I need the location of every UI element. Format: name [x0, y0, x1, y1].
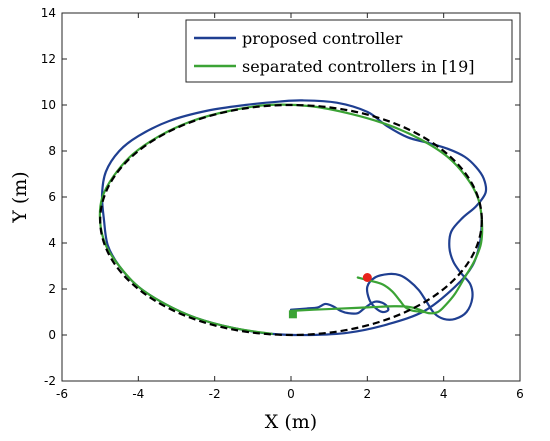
series-layer — [98, 99, 488, 337]
x-tick-label: -6 — [56, 387, 68, 401]
y-axis-ticks: -2 0 2 4 6 8 10 12 14 — [41, 6, 520, 388]
y-tick-label: 14 — [41, 6, 56, 20]
start-point-marker — [362, 273, 372, 282]
legend-label-separated: separated controllers in [19] — [242, 57, 474, 76]
x-axis-ticks: -6 -4 -2 0 2 4 6 — [56, 13, 524, 401]
series-line-2 — [98, 103, 484, 335]
x-tick-label: -4 — [132, 387, 144, 401]
x-tick-label: 0 — [287, 387, 295, 401]
y-tick-label: 8 — [48, 144, 56, 158]
y-tick-label: 4 — [48, 236, 56, 250]
x-tick-label: 6 — [516, 387, 524, 401]
series-line-3 — [356, 276, 426, 314]
y-tick-label: 2 — [48, 282, 56, 296]
y-tick-label: 6 — [48, 190, 56, 204]
y-tick-label: 12 — [41, 52, 56, 66]
legend: proposed controller separated controller… — [185, 19, 513, 83]
y-tick-label: 10 — [41, 98, 56, 112]
x-tick-label: 4 — [440, 387, 448, 401]
x-tick-label: -2 — [209, 387, 221, 401]
initial-position-marker — [288, 310, 297, 319]
x-axis-title: X (m) — [265, 411, 317, 433]
legend-label-proposed: proposed controller — [242, 29, 403, 48]
y-axis-title: Y (m) — [9, 171, 31, 223]
y-tick-label: -2 — [44, 374, 56, 388]
x-tick-label: 2 — [364, 387, 372, 401]
reference-trajectory — [99, 103, 483, 337]
y-tick-label: 0 — [48, 328, 56, 342]
legend-box — [185, 19, 513, 83]
marker-layer — [288, 273, 372, 319]
